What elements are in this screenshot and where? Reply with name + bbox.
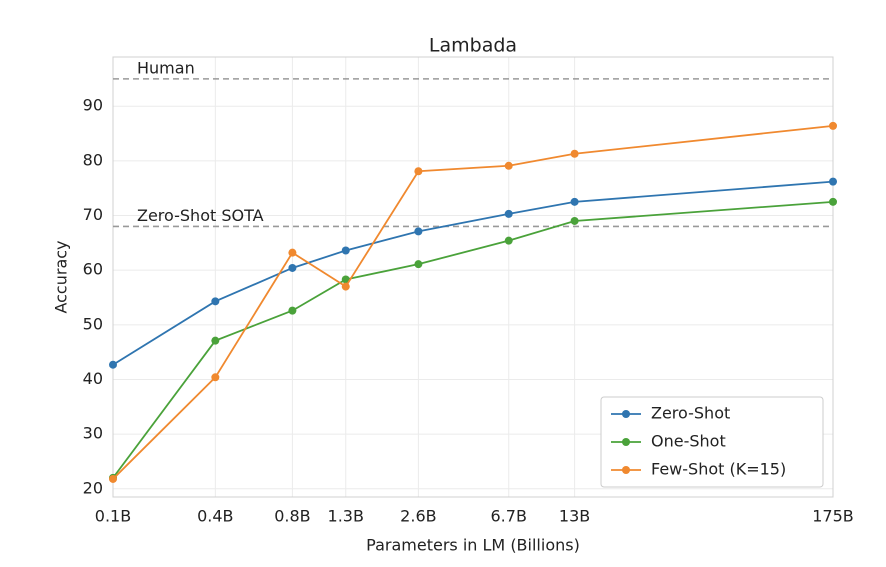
data-point xyxy=(570,197,579,206)
grid xyxy=(112,57,834,497)
x-tick-label: 2.6B xyxy=(400,507,436,526)
x-tick-label: 175B xyxy=(812,507,854,526)
x-tick-label: 0.4B xyxy=(197,507,233,526)
series-line xyxy=(112,124,834,480)
data-point xyxy=(109,474,117,483)
data-point xyxy=(414,260,423,269)
legend-marker xyxy=(622,466,630,474)
y-tick-label: 50 xyxy=(83,314,103,333)
data-point xyxy=(414,167,423,176)
data-point xyxy=(211,336,220,345)
data-point xyxy=(504,161,513,170)
x-axis-label: Parameters in LM (Billions) xyxy=(366,536,580,555)
y-tick-label: 80 xyxy=(83,150,103,169)
data-point xyxy=(504,209,513,218)
data-point xyxy=(504,236,513,245)
data-point xyxy=(829,197,837,206)
data-point xyxy=(288,306,297,315)
x-tick-label: 1.3B xyxy=(328,507,364,526)
legend-box xyxy=(600,396,824,488)
data-point xyxy=(211,297,220,306)
data-point xyxy=(341,246,350,255)
legend-label: One-Shot xyxy=(651,432,726,451)
data-point xyxy=(414,227,423,236)
y-tick-label: 70 xyxy=(83,205,103,224)
series-line xyxy=(112,200,834,479)
data-point xyxy=(109,360,117,369)
data-point xyxy=(570,216,579,225)
reference-label: Human xyxy=(137,58,195,77)
legend: Zero-Shot One-Shot Few-Shot (K=15) xyxy=(600,396,824,488)
data-point xyxy=(829,177,837,186)
legend-marker xyxy=(622,438,630,446)
series-line xyxy=(112,180,834,366)
x-tick-label: 13B xyxy=(559,507,590,526)
y-tick-label: 20 xyxy=(83,478,103,497)
data-point xyxy=(829,121,837,130)
plot-frame xyxy=(112,56,834,498)
reference-label: Zero-Shot SOTA xyxy=(137,206,264,225)
legend-label: Zero-Shot xyxy=(651,404,730,423)
chart-title: Lambada xyxy=(429,35,517,57)
data-point xyxy=(570,149,579,158)
x-tick-label: 6.7B xyxy=(491,507,527,526)
legend-label: Few-Shot (K=15) xyxy=(651,460,786,479)
y-tick-label: 60 xyxy=(83,260,103,279)
data-point xyxy=(341,275,350,284)
x-tick-label: 0.1B xyxy=(95,507,131,526)
data-point xyxy=(341,282,350,291)
data-point xyxy=(211,373,220,382)
x-tick-label: 0.8B xyxy=(274,507,310,526)
y-axis-label: Accuracy xyxy=(52,240,71,313)
y-tick-label: 90 xyxy=(83,96,103,115)
legend-marker xyxy=(622,410,630,418)
y-tick-label: 40 xyxy=(83,369,103,388)
y-tick-label: 30 xyxy=(83,424,103,443)
data-point xyxy=(288,263,297,272)
data-point xyxy=(288,248,297,257)
